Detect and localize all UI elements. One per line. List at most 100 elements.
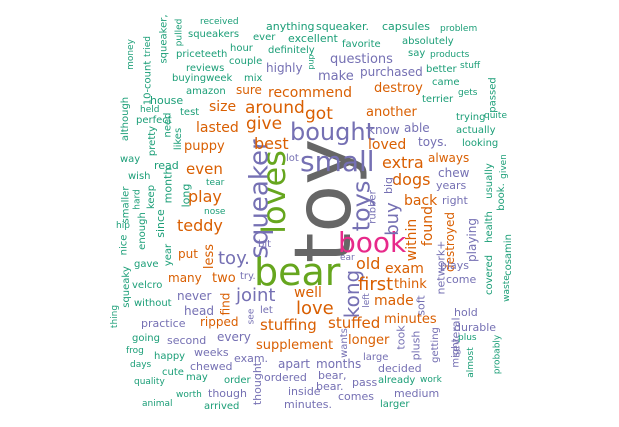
- word-trying: trying: [456, 112, 486, 123]
- word-wish: wish: [128, 171, 151, 182]
- word-amazon: amazon: [186, 86, 226, 97]
- word-destroy: destroy: [374, 81, 423, 96]
- word-going: going: [132, 333, 160, 344]
- word-pretty: pretty: [147, 125, 159, 157]
- word-right: right: [442, 194, 468, 207]
- word-book-dot: book.: [495, 183, 507, 211]
- word-purchased: purchased: [360, 65, 423, 79]
- word-plush: plush: [409, 330, 423, 361]
- word-less: less: [202, 243, 218, 270]
- word-since: since: [153, 209, 167, 238]
- word-gets: gets: [458, 88, 478, 98]
- word-two: two: [212, 271, 236, 286]
- word-without: without: [134, 298, 172, 309]
- word-work: work: [420, 375, 442, 385]
- word-give: give: [246, 114, 283, 134]
- word-try-dot: try.: [240, 271, 256, 282]
- word-looking: looking: [462, 138, 499, 149]
- word-let: let: [260, 305, 273, 316]
- word-medium: medium: [394, 387, 440, 400]
- word-nice: nice: [118, 234, 130, 256]
- word-head: head: [184, 304, 214, 318]
- word-bought: bought: [290, 118, 375, 146]
- word-took: took: [394, 325, 408, 350]
- word-come: come: [446, 273, 477, 286]
- word-long: long: [179, 183, 193, 208]
- word-size: size: [209, 99, 237, 115]
- word-ripped: ripped: [200, 315, 239, 329]
- word-thought: thought: [251, 361, 265, 406]
- word-actually: actually: [456, 125, 496, 136]
- word-found: found: [420, 205, 437, 247]
- word-love: love: [296, 298, 334, 319]
- word-squeaker-comma: squeaker,: [158, 14, 170, 64]
- word-smaller: smaller: [120, 186, 132, 224]
- word-second: second: [167, 334, 207, 347]
- word-problem: problem: [440, 24, 478, 34]
- word-another: another: [366, 105, 417, 120]
- word-held: held: [140, 105, 160, 115]
- word-bear: bear: [254, 250, 341, 294]
- word-ever: ever: [253, 32, 276, 43]
- word-house: house: [150, 94, 184, 107]
- word-hour: hour: [230, 43, 253, 54]
- word-exam: exam: [385, 261, 424, 277]
- word-questions: questions: [330, 52, 393, 67]
- word-minutes-dot: minutes.: [284, 398, 333, 411]
- word-larger: larger: [380, 399, 410, 410]
- word-favorite: favorite: [342, 39, 381, 50]
- word-know: know: [368, 123, 400, 137]
- word-hip: hip: [116, 221, 130, 231]
- word-squeakers: squeakers: [188, 29, 240, 40]
- word-health: health: [483, 211, 495, 243]
- word-see: see: [246, 308, 257, 325]
- word-frog: frog: [126, 346, 144, 356]
- word-getting: getting: [429, 327, 441, 363]
- word-terrier: terrier: [422, 94, 454, 105]
- word-bear-comma: bear,: [318, 369, 347, 382]
- word-reviews: reviews: [186, 63, 225, 74]
- word-buy: buy: [381, 202, 403, 236]
- word-lasted: lasted: [196, 120, 239, 136]
- word-received: received: [200, 17, 239, 27]
- word-test: test: [180, 107, 200, 118]
- word-order: order: [224, 375, 251, 386]
- word-got: got: [305, 104, 333, 124]
- word-chewed: chewed: [190, 360, 233, 373]
- word-comes: comes: [338, 390, 374, 403]
- word-lot: lot: [286, 153, 299, 164]
- word-pass: pass: [352, 376, 378, 389]
- word-quite: quite: [484, 111, 507, 121]
- word-think: think: [394, 277, 427, 292]
- word-minutes: minutes: [384, 312, 437, 327]
- word-probably: probably: [492, 334, 503, 375]
- word-passed: passed: [487, 77, 499, 113]
- word-tear: tear: [206, 178, 225, 188]
- word-came: came: [432, 77, 460, 88]
- word-squeaker-dot: squeaker.: [316, 20, 369, 33]
- word-better: better: [426, 64, 457, 75]
- word-money: money: [125, 39, 136, 70]
- word-stuffed: stuffed: [328, 314, 381, 332]
- word-find: find: [218, 292, 233, 316]
- word-squeaky: squeaky: [120, 266, 132, 308]
- word-quality: quality: [134, 377, 165, 387]
- word-never: never: [177, 289, 212, 303]
- word-keep: keep: [146, 184, 158, 210]
- word-may: may: [186, 372, 208, 383]
- word-although: although: [120, 96, 132, 142]
- word-left: left: [361, 293, 372, 308]
- word-anything: anything: [266, 20, 315, 33]
- word-perfect: perfect: [136, 115, 172, 126]
- word-toys-dot: toys.: [418, 135, 448, 149]
- word-joint: joint: [236, 285, 276, 306]
- word-practice: practice: [141, 317, 186, 330]
- word-even: even: [186, 160, 223, 178]
- word-small: small: [300, 145, 375, 178]
- word-play: play: [188, 187, 222, 206]
- word-nose: nose: [204, 207, 226, 217]
- word-years: years: [436, 179, 467, 192]
- word-chew: chew: [438, 166, 470, 180]
- word-arrived: arrived: [204, 401, 240, 412]
